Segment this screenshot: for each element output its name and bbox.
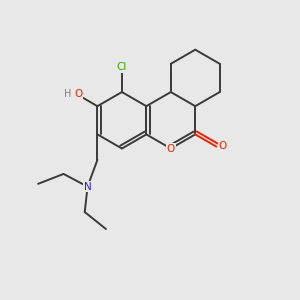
Text: N: N: [84, 182, 92, 192]
Text: O: O: [167, 143, 175, 154]
Text: O: O: [218, 141, 227, 152]
Text: H: H: [64, 89, 71, 99]
Text: O: O: [74, 89, 82, 99]
Text: Cl: Cl: [117, 62, 127, 72]
